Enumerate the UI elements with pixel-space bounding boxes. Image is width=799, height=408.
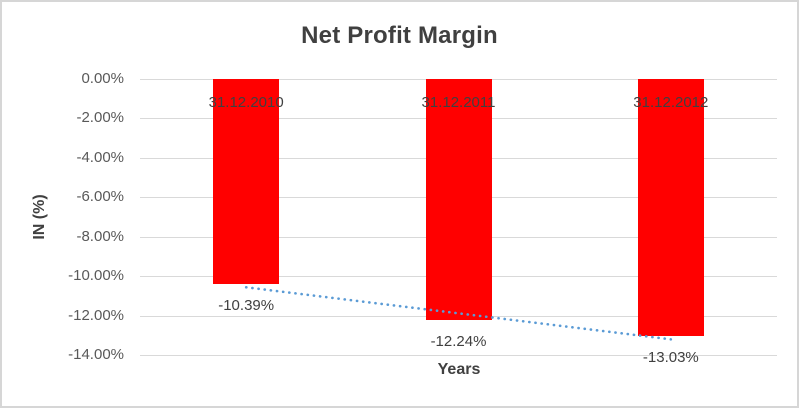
bar-31.12.2010 xyxy=(213,79,280,284)
category-label: 31.12.2010 xyxy=(208,94,284,111)
y-tick-label: -2.00% xyxy=(76,109,124,127)
plot-area: 31.12.2010 -10.39% 31.12.2011 -12.24% 31.12.… xyxy=(140,79,777,366)
y-tick-label: -6.00% xyxy=(76,188,124,206)
data-label: -12.24% xyxy=(430,333,487,351)
y-tick-label: -4.00% xyxy=(76,148,124,166)
y-tick-label: -12.00% xyxy=(68,306,124,324)
data-label: -10.39% xyxy=(218,296,275,314)
category-label: 31.12.2011 xyxy=(421,94,496,111)
x-axis-title: Years xyxy=(437,361,481,378)
y-tick-label: -14.00% xyxy=(68,346,124,363)
y-tick-label: -8.00% xyxy=(76,227,124,245)
bar-31.12.2011 xyxy=(425,79,492,321)
chart-title: Net Profit Margin xyxy=(301,22,498,49)
gridline xyxy=(140,355,777,356)
data-label: -13.03% xyxy=(642,348,699,366)
bar-31.12.2012 xyxy=(637,79,704,336)
trendline xyxy=(244,286,673,341)
y-tick-label: 0.00% xyxy=(81,70,124,87)
y-tick-label: -10.00% xyxy=(68,267,124,285)
category-label: 31.12.2012 xyxy=(633,94,709,111)
